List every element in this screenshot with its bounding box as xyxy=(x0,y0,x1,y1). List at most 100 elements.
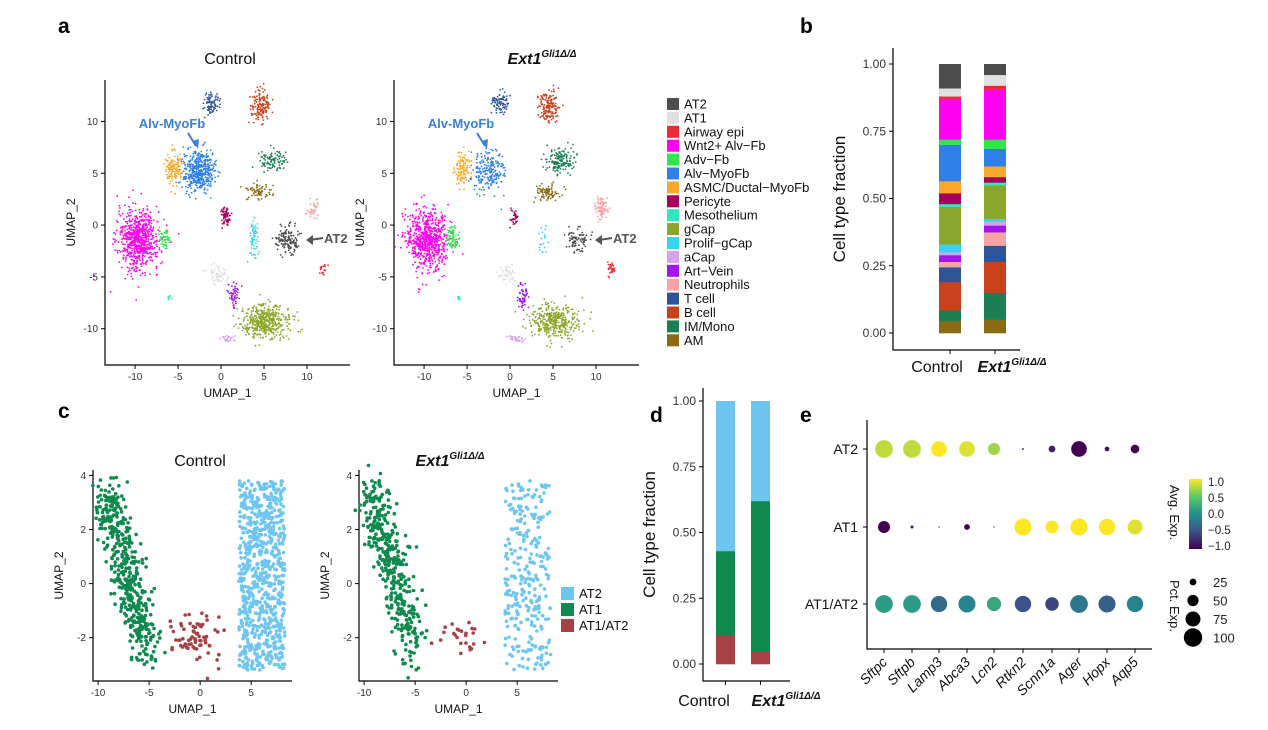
umap-point xyxy=(167,164,170,167)
umap-point xyxy=(140,244,143,247)
umap-point xyxy=(211,164,214,167)
umap-point xyxy=(418,288,420,290)
umap-point xyxy=(152,226,155,229)
umap-point xyxy=(515,217,518,220)
umap-point xyxy=(160,251,163,253)
umap-point xyxy=(542,326,545,329)
umap-point xyxy=(135,215,138,218)
umap-point xyxy=(254,90,257,93)
umap-point xyxy=(545,309,548,312)
umap-point xyxy=(261,87,264,90)
umap-point xyxy=(129,244,132,247)
umap-point xyxy=(577,237,580,239)
umap-point xyxy=(200,160,203,163)
umap-point xyxy=(470,164,473,167)
umap-point xyxy=(263,307,266,309)
umap-point xyxy=(139,252,142,255)
umap-point xyxy=(429,226,432,229)
umap-point xyxy=(143,233,146,236)
umap-point xyxy=(497,177,500,180)
umap-point xyxy=(131,240,134,243)
umap-point xyxy=(418,255,421,258)
umap-point xyxy=(577,319,579,322)
umap-point xyxy=(261,162,264,165)
umap-point xyxy=(589,317,592,320)
umap-point xyxy=(181,186,183,189)
umap-point xyxy=(423,223,425,226)
umap-point xyxy=(244,324,247,327)
umap-point xyxy=(583,243,585,246)
umap-point xyxy=(541,310,544,313)
umap-point xyxy=(572,150,575,153)
umap-point xyxy=(263,329,266,332)
umap-point xyxy=(483,163,486,166)
umap-point xyxy=(267,103,269,106)
umap-point xyxy=(252,228,254,230)
umap-point xyxy=(253,247,256,250)
umap-point xyxy=(569,239,571,242)
umap-point xyxy=(506,105,508,108)
umap-point xyxy=(225,220,228,223)
umap-point xyxy=(547,241,550,244)
umap-point xyxy=(442,247,445,250)
umap-point xyxy=(217,175,219,178)
umap-point xyxy=(208,98,211,101)
umap-point xyxy=(268,329,271,332)
umap-point xyxy=(512,283,514,285)
umap-point xyxy=(129,242,132,245)
umap-point xyxy=(213,108,215,111)
umap-point xyxy=(129,224,132,227)
umap-point xyxy=(128,220,131,222)
umap-point xyxy=(127,196,130,199)
umap-point xyxy=(194,181,197,183)
umap-point xyxy=(551,320,554,323)
umap-point xyxy=(221,219,223,222)
umap-point xyxy=(495,104,498,106)
umap-point xyxy=(139,247,141,250)
umap-point xyxy=(554,199,557,202)
umap-point xyxy=(145,237,147,240)
umap-point xyxy=(315,205,318,208)
umap-point xyxy=(554,318,556,320)
umap-point xyxy=(120,230,123,232)
umap-point xyxy=(433,253,435,255)
umap-point xyxy=(431,217,434,220)
umap-point xyxy=(443,243,446,246)
umap-point xyxy=(271,166,274,169)
umap-point xyxy=(242,320,245,322)
umap-point xyxy=(316,203,319,205)
umap-point xyxy=(227,219,230,221)
umap-point xyxy=(241,329,244,332)
umap-point xyxy=(129,208,132,211)
umap-point xyxy=(205,92,208,95)
umap-point xyxy=(118,204,121,207)
umap-point xyxy=(209,172,212,175)
umap-point xyxy=(198,173,201,176)
umap-point xyxy=(260,328,263,330)
umap-point xyxy=(124,250,126,253)
umap-point xyxy=(521,284,524,286)
umap-point xyxy=(234,335,237,337)
umap-point xyxy=(437,268,440,271)
umap-point xyxy=(544,318,546,321)
umap-point xyxy=(429,260,431,262)
umap-point xyxy=(144,262,147,265)
umap-point xyxy=(407,233,410,236)
umap-point xyxy=(521,297,524,300)
umap-point xyxy=(184,178,187,181)
umap-point xyxy=(441,220,444,222)
umap-point xyxy=(608,276,610,279)
umap-point xyxy=(207,165,210,168)
umap-point xyxy=(186,165,189,168)
umap-a-mutant-xtick-label: 0 xyxy=(507,372,513,383)
umap-point xyxy=(127,270,130,273)
umap-point xyxy=(534,315,537,318)
umap-point xyxy=(286,318,288,321)
umap-point xyxy=(441,248,444,251)
cluster-b-cell xyxy=(536,84,564,124)
umap-a-mutant-xlabel: UMAP_1 xyxy=(492,386,540,400)
umap-point xyxy=(493,195,496,198)
umap-point xyxy=(505,98,508,100)
umap-point xyxy=(132,229,135,231)
umap-point xyxy=(206,160,209,163)
